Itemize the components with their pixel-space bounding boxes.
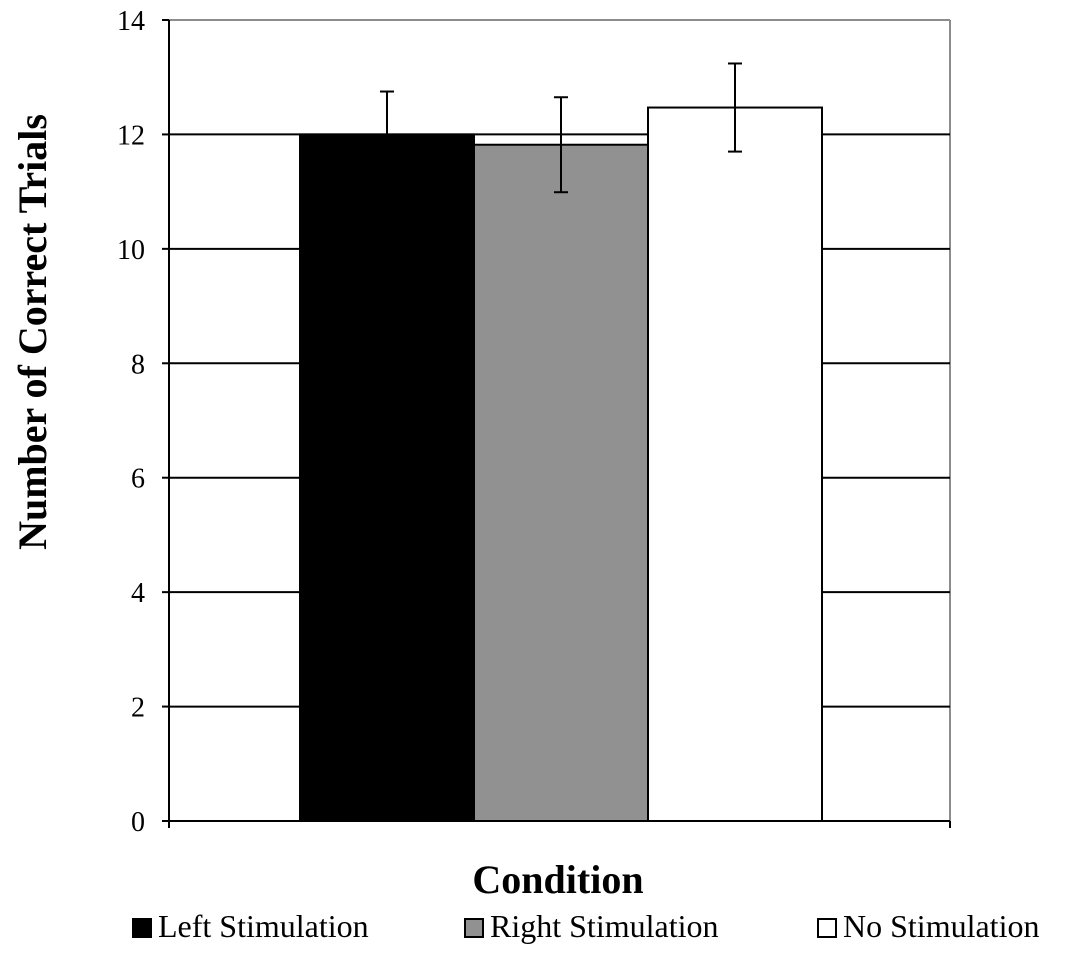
legend-swatch [132,918,152,938]
y-tick-label: 2 [131,693,145,724]
error-bar [554,96,568,194]
y-tick-label: 14 [117,6,145,37]
y-tick-label: 0 [131,807,145,838]
bar-no-stimulation [647,106,823,823]
y-tick-label: 12 [117,120,145,151]
y-tick-label: 4 [131,578,145,609]
y-tick-label: 8 [131,349,145,380]
y-tick-label: 6 [131,464,145,495]
legend-swatch [817,918,837,938]
error-bars [380,62,742,194]
tick-labels: 0 2 4 6 8 10 12 14 [117,6,145,838]
legend-label: Right Stimulation [490,908,718,944]
y-axis-title: Number of Correct Trials [10,114,55,550]
legend-item: Left Stimulation [132,908,369,944]
bar-left-stimulation [299,133,475,822]
x-axis-title: Condition [472,857,643,902]
bars [299,106,823,823]
axes [162,19,951,828]
legend-swatch [464,918,484,938]
error-bar [380,90,394,179]
legend-label: No Stimulation [843,908,1039,944]
bar-right-stimulation [473,143,649,822]
legend-item: No Stimulation [817,908,1039,944]
error-bar [728,62,742,153]
legend: Left Stimulation Right Stimulation No Stim… [132,908,1039,944]
y-tick-label: 10 [117,235,145,266]
legend-label: Left Stimulation [158,908,369,944]
legend-item: Right Stimulation [464,908,718,944]
